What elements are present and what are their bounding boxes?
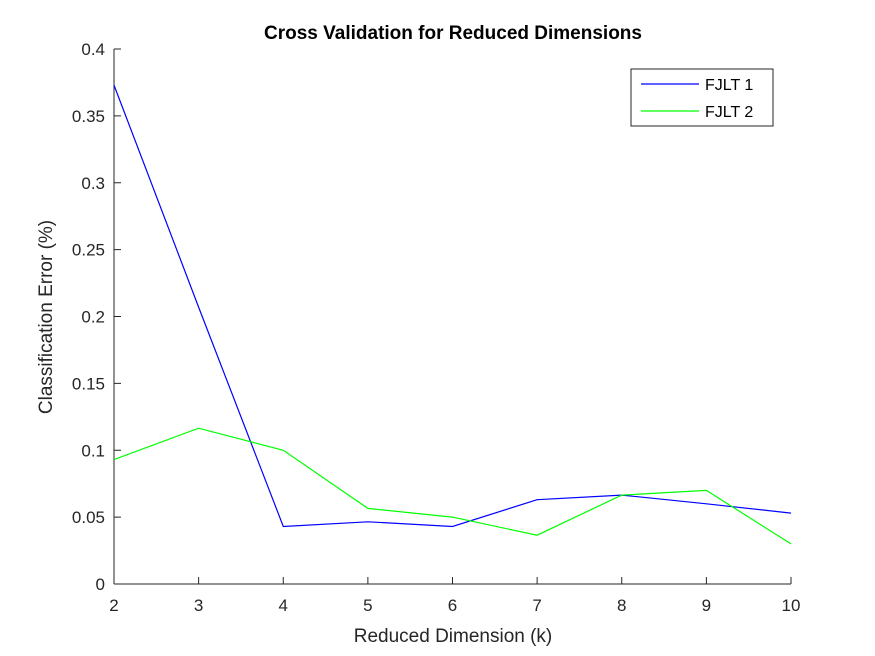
y-axis-title: Classification Error (%) [36, 220, 57, 414]
x-axis-title: Reduced Dimension (k) [354, 626, 553, 647]
plot-axes: 2 3 4 5 6 7 8 9 10 0 0.05 0.1 0.15 0.2 0.25 0.3 0.35 0.4 [72, 40, 801, 615]
series-line [113, 84, 792, 528]
y-tick-label: 0 [96, 575, 105, 594]
y-tick-label: 0.15 [72, 374, 105, 393]
y-tick-label: 0.25 [72, 241, 105, 260]
legend-label: FJLT 2 [705, 104, 753, 121]
y-tick-label: 0.05 [72, 508, 105, 527]
plot-area [114, 49, 791, 584]
legend-label: FJLT 1 [705, 77, 753, 94]
x-tick-label: 8 [617, 596, 626, 615]
x-tick-label: 7 [532, 596, 541, 615]
series-lines [113, 84, 792, 545]
x-tick-label: 4 [279, 596, 288, 615]
chart-title: Cross Validation for Reduced Dimensions [264, 23, 642, 44]
y-tick-label: 0.2 [81, 308, 105, 327]
series-line [113, 427, 792, 545]
y-tick-label: 0.4 [81, 40, 105, 59]
x-tick-label: 5 [363, 596, 372, 615]
y-tick-label: 0.35 [72, 107, 105, 126]
x-tick-label: 6 [448, 596, 457, 615]
y-tick-label: 0.1 [81, 441, 105, 460]
legend-box [630, 68, 774, 127]
x-tick-label: 9 [702, 596, 711, 615]
x-tick-label: 3 [194, 596, 203, 615]
x-tick-label: 2 [109, 596, 118, 615]
x-tick-label: 10 [782, 596, 801, 615]
y-tick-label: 0.3 [81, 174, 105, 193]
legend: FJLT 1 FJLT 2 [630, 68, 774, 127]
